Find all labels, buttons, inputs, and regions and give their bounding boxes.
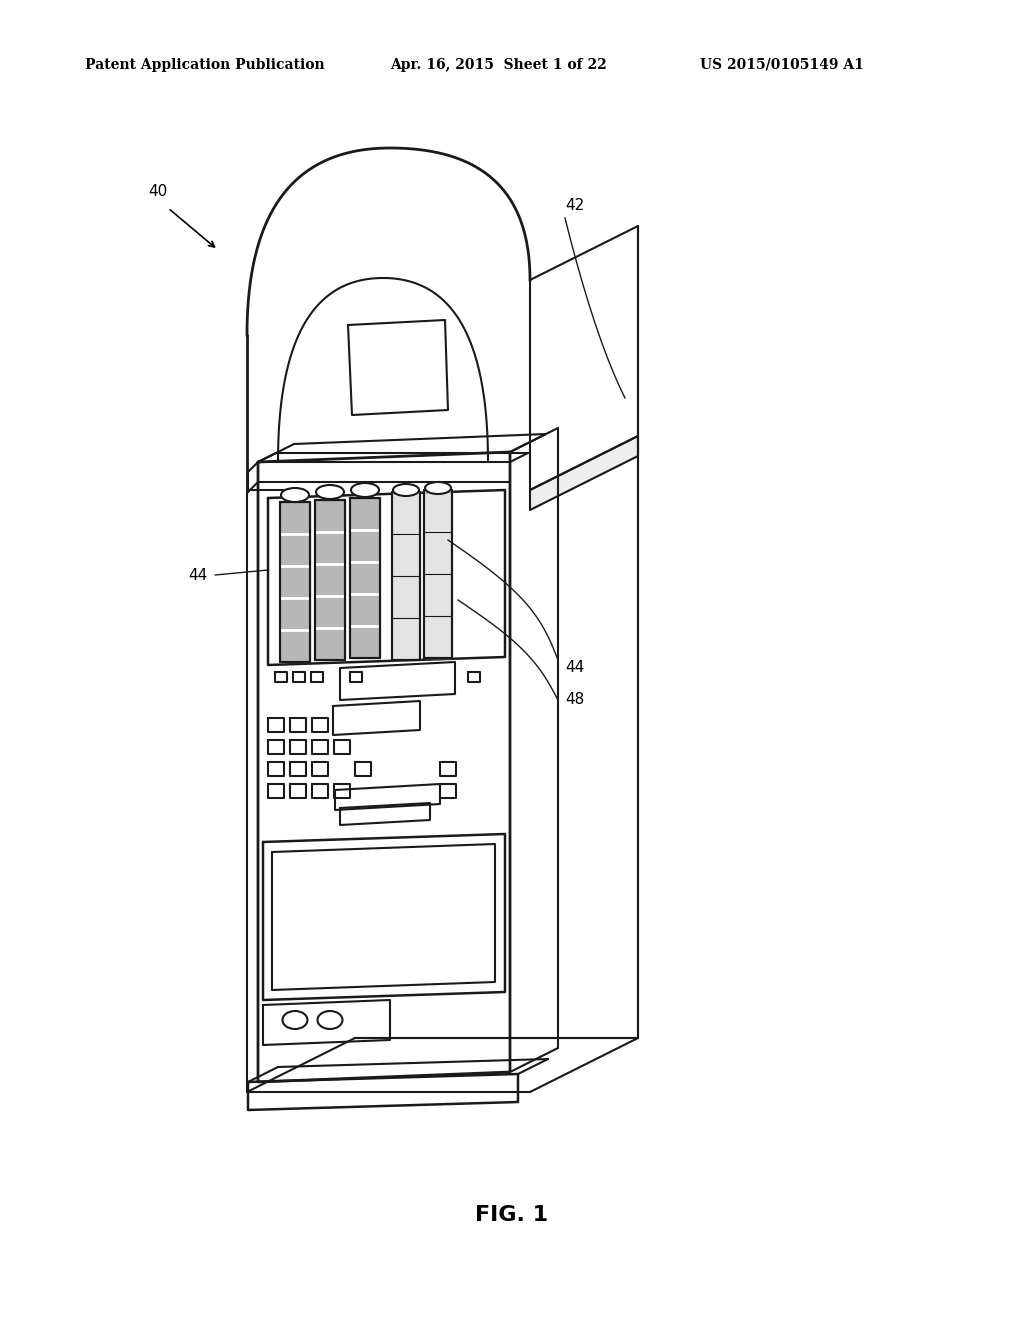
Text: 44: 44	[188, 568, 207, 582]
Ellipse shape	[283, 1011, 307, 1030]
Text: Apr. 16, 2015  Sheet 1 of 22: Apr. 16, 2015 Sheet 1 of 22	[390, 58, 607, 73]
Polygon shape	[424, 490, 452, 657]
Text: 42: 42	[565, 198, 585, 213]
Ellipse shape	[316, 484, 344, 499]
Polygon shape	[315, 500, 345, 660]
Ellipse shape	[351, 483, 379, 498]
Text: 44: 44	[565, 660, 585, 676]
Polygon shape	[392, 492, 420, 660]
Ellipse shape	[425, 482, 451, 494]
Text: US 2015/0105149 A1: US 2015/0105149 A1	[700, 58, 864, 73]
Polygon shape	[280, 502, 310, 663]
Text: 48: 48	[565, 693, 585, 708]
Ellipse shape	[317, 1011, 342, 1030]
Text: 40: 40	[148, 185, 167, 199]
Polygon shape	[530, 436, 638, 510]
Polygon shape	[350, 498, 380, 657]
Text: FIG. 1: FIG. 1	[475, 1205, 549, 1225]
Text: Patent Application Publication: Patent Application Publication	[85, 58, 325, 73]
Ellipse shape	[393, 484, 419, 496]
Ellipse shape	[281, 488, 309, 502]
